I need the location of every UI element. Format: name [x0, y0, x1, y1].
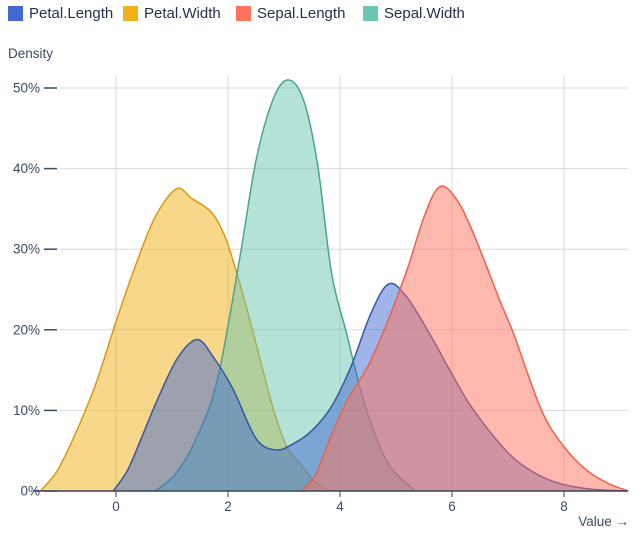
x-tick-label: 6 [448, 499, 456, 514]
legend-swatch [236, 6, 251, 21]
y-tick-label: 20% [13, 322, 40, 337]
y-tick-label: 30% [13, 242, 40, 257]
legend-item-sepal-width: Sepal.Width [363, 5, 465, 22]
x-tick-label: 0 [112, 499, 120, 514]
y-tick-label: 10% [13, 403, 40, 418]
x-tick-label: 4 [336, 499, 344, 514]
legend-swatch [8, 6, 23, 21]
legend-swatch [363, 6, 378, 21]
x-tick-label: 2 [224, 499, 232, 514]
y-tick-label: 50% [13, 81, 40, 96]
legend-label: Sepal.Width [384, 5, 465, 22]
y-axis-title: Density [8, 46, 54, 61]
legend-label: Petal.Width [144, 5, 221, 22]
y-tick-label: 40% [13, 161, 40, 176]
legend-item-petal-width: Petal.Width [123, 5, 221, 22]
legend: Petal.Length Petal.Width Sepal.Length Sepal… [0, 0, 640, 28]
x-tick-label: 8 [560, 499, 568, 514]
legend-item-petal-length: Petal.Length [8, 5, 113, 22]
density-area-sepal-length [300, 186, 629, 492]
legend-item-sepal-length: Sepal.Length [236, 5, 345, 22]
legend-label: Sepal.Length [257, 5, 346, 22]
y-tick-label: 0% [20, 484, 40, 499]
density-line-sepal-length [300, 185, 629, 492]
legend-label: Petal.Length [29, 5, 114, 22]
legend-swatch [123, 6, 138, 21]
x-axis-title: Value → [578, 514, 629, 529]
